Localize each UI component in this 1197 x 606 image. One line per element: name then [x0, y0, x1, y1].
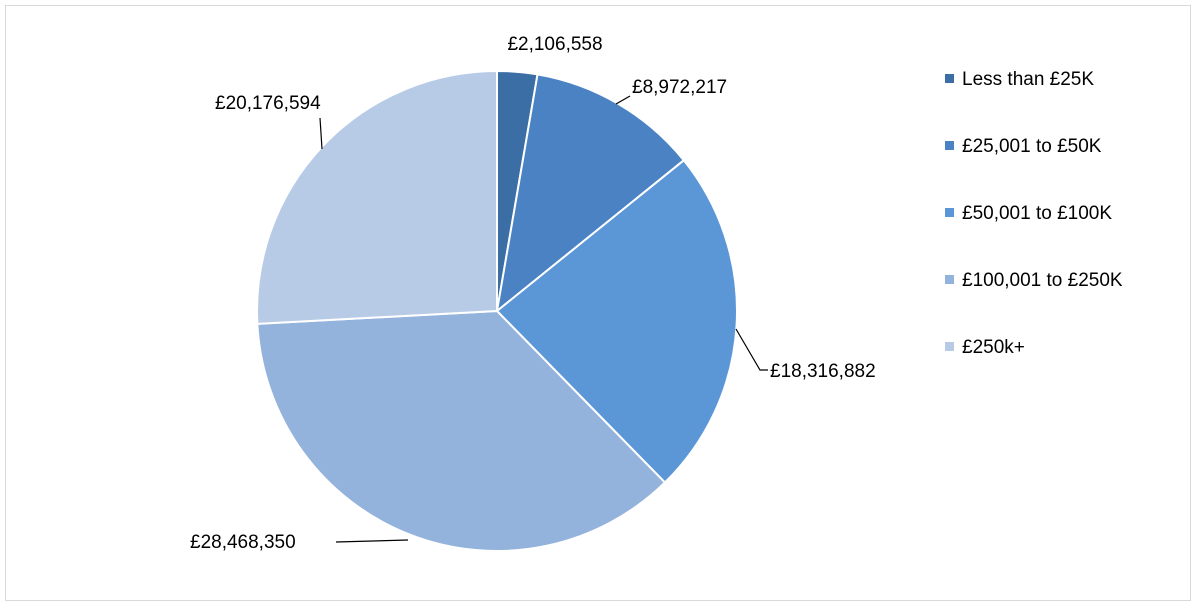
pie-slice-4 [256, 309, 667, 552]
data-label-1: £2,106,558 [507, 34, 602, 55]
legend: Less than £25K £25,001 to £50K £50,001 to … [945, 69, 1123, 358]
data-label-3: £18,316,882 [770, 361, 876, 382]
leader-line-2 [615, 95, 631, 105]
legend-label-5: £250k+ [962, 337, 1025, 358]
legend-swatch-3 [945, 208, 954, 217]
slices-layer [256, 69, 738, 552]
data-label-2: £8,972,217 [632, 77, 727, 98]
leader-line-4 [335, 539, 409, 543]
legend-swatch-4 [945, 275, 954, 284]
pie-slice-5 [256, 69, 498, 325]
data-label-5: £20,176,594 [215, 93, 321, 114]
legend-label-2: £25,001 to £50K [962, 136, 1102, 157]
pie-slice-2 [495, 73, 686, 314]
legend-swatch-2 [945, 141, 954, 150]
legend-label-3: £50,001 to £100K [962, 203, 1112, 224]
legend-label-4: £100,001 to £250K [962, 270, 1123, 291]
leader-line-5 [319, 117, 323, 150]
legend-swatch-5 [945, 342, 954, 351]
legend-label-1: Less than £25K [962, 69, 1094, 90]
pie-slice-3 [495, 158, 738, 484]
leader-lines-layer [319, 95, 768, 543]
leader-line-3 [735, 328, 768, 371]
data-label-4: £28,468,350 [190, 532, 296, 553]
legend-swatch-1 [945, 74, 954, 83]
data-labels-layer: £2,106,558 £8,972,217 £18,316,882 £28,468,3… [190, 34, 876, 553]
